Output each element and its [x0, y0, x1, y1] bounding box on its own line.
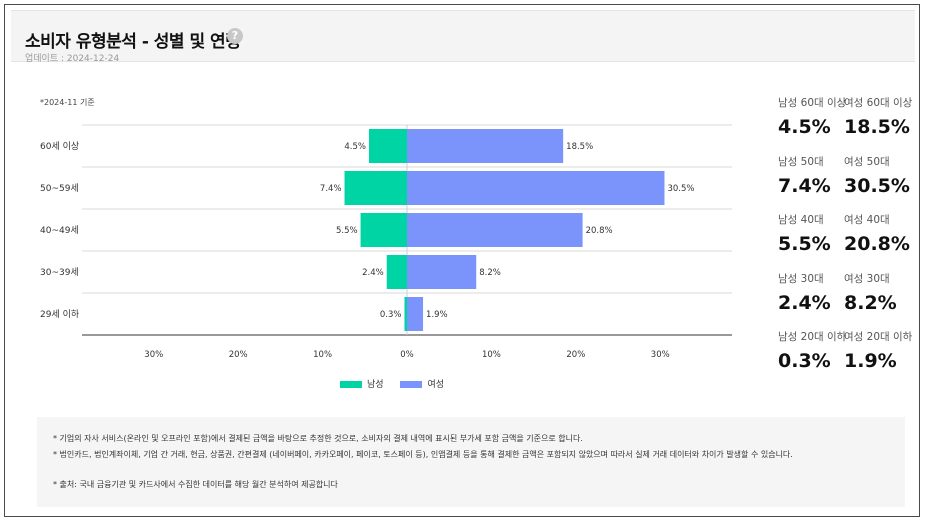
x-tick-label: 10% [313, 350, 332, 360]
chart-legend: 남성 여성 [340, 377, 458, 390]
note-line: * 기업의 자사 서비스(온라인 및 오프라인 포함)에서 결제된 금액을 바탕… [53, 434, 583, 443]
stat-female: 여성 30대 8.2% [844, 271, 897, 314]
data-label-female: 30.5% [667, 184, 694, 194]
notes-box: * 기업의 자사 서비스(온라인 및 오프라인 포함)에서 결제된 금액을 바탕… [37, 417, 905, 507]
stat-male: 남성 40대 5.5% [778, 212, 831, 255]
y-category-label: 60세 이상 [40, 141, 79, 152]
stat-female: 여성 60대 이상 18.5% [844, 95, 912, 138]
stat-label: 남성 30대 [778, 272, 824, 285]
page-title: 소비자 유형분석 - 성별 및 연령 [25, 32, 241, 52]
x-tick-label: 0% [400, 350, 414, 360]
legend-label-male: 남성 [367, 380, 384, 390]
stat-label: 남성 50대 [778, 155, 824, 168]
stat-value: 7.4% [778, 174, 831, 197]
data-label-female: 8.2% [479, 268, 501, 278]
stat-value: 1.9% [844, 350, 897, 372]
bar-female [407, 171, 665, 205]
stat-row-50s: 남성 50대 7.4% 여성 50대 30.5% [778, 154, 920, 213]
y-category-label: 29세 이하 [40, 309, 80, 320]
bar-male [344, 171, 407, 205]
population-pyramid-chart: 60세 이상 4.5% 18.5% 50~59세 7.4% 30.5% 40~49세 5.5%… [40, 124, 732, 360]
stat-label: 여성 40대 [844, 214, 890, 226]
legend-item-female[interactable]: 여성 [400, 377, 444, 390]
data-label-female: 1.9% [426, 310, 448, 320]
stat-row-40s: 남성 40대 5.5% 여성 40대 20.8% [778, 212, 920, 271]
stat-row-30s: 남성 30대 2.4% 여성 30대 8.2% [778, 271, 920, 330]
y-category-label: 50~59세 [40, 183, 79, 194]
stat-label: 남성 20대 이하 [778, 331, 847, 343]
stat-label: 여성 50대 [844, 155, 890, 168]
help-icon[interactable]: ? [227, 28, 243, 44]
data-label-male: 7.4% [320, 184, 342, 194]
stat-row-20s: 남성 20대 이하 0.3% 여성 20대 이하 1.9% [778, 329, 920, 388]
bar-male [369, 129, 407, 163]
x-tick-label: 20% [566, 350, 585, 360]
x-tick-label: 10% [482, 350, 501, 360]
stat-value: 4.5% [778, 116, 831, 138]
bar-male [386, 255, 407, 289]
legend-label-female: 여성 [427, 380, 444, 390]
data-label-male: 4.5% [344, 142, 366, 152]
stat-label: 남성 40대 [778, 214, 824, 226]
note-line: * 출처: 국내 금융기관 및 카드사에서 수집한 데이터를 해당 월간 분석하… [53, 480, 338, 489]
y-category-label: 30~39세 [40, 267, 79, 278]
stat-female: 여성 40대 20.8% [844, 212, 910, 255]
stat-male: 남성 60대 이상 4.5% [778, 95, 846, 138]
stat-label: 여성 60대 이상 [844, 97, 913, 109]
stat-value: 30.5% [844, 174, 910, 197]
legend-swatch-male [340, 381, 362, 388]
stat-value: 8.2% [844, 291, 897, 314]
x-tick-label: 30% [651, 350, 670, 360]
stat-value: 0.3% [778, 350, 831, 372]
data-label-female: 18.5% [566, 142, 593, 152]
legend-swatch-female [400, 381, 423, 388]
stat-value: 20.8% [844, 233, 910, 255]
stat-label: 남성 60대 이상 [778, 97, 847, 109]
summary-stats: 남성 60대 이상 4.5% 여성 60대 이상 18.5% 남성 50대 7.4% … [778, 95, 920, 388]
data-label-male: 5.5% [336, 226, 358, 236]
bar-male [404, 297, 407, 331]
stat-value: 18.5% [844, 116, 910, 138]
x-tick-label: 30% [144, 350, 163, 360]
bar-female [407, 213, 583, 247]
stat-value: 5.5% [778, 233, 831, 255]
stat-label: 여성 20대 이하 [844, 331, 913, 343]
stat-male: 남성 20대 이하 0.3% [778, 329, 846, 372]
x-tick-label: 20% [229, 350, 248, 360]
stat-row-60plus: 남성 60대 이상 4.5% 여성 60대 이상 18.5% [778, 95, 920, 154]
note-line: * 법인카드, 법인계좌이체, 기업 간 거래, 현금, 상품권, 간편결제 (… [53, 450, 793, 459]
bar-female [407, 297, 424, 331]
bar-female [407, 129, 564, 163]
stat-male: 남성 30대 2.4% [778, 271, 831, 314]
bar-female [407, 255, 477, 289]
stat-male: 남성 50대 7.4% [778, 154, 831, 197]
data-label-female: 20.8% [586, 226, 613, 236]
stat-female: 여성 50대 30.5% [844, 154, 910, 197]
legend-item-male[interactable]: 남성 [340, 377, 384, 390]
stat-label: 여성 30대 [844, 272, 890, 285]
basis-note: *2024-11 기준 [40, 98, 95, 107]
y-category-label: 40~49세 [40, 225, 79, 236]
updated-date: 업데이트 : 2024-12-24 [25, 54, 120, 64]
report-header: 소비자 유형분석 - 성별 및 연령 ? 업데이트 : 2024-12-24 [11, 10, 915, 64]
stat-value: 2.4% [778, 291, 831, 314]
data-label-male: 2.4% [362, 268, 384, 278]
data-label-male: 0.3% [380, 310, 402, 320]
bar-male [360, 213, 407, 247]
stat-female: 여성 20대 이하 1.9% [844, 329, 912, 372]
